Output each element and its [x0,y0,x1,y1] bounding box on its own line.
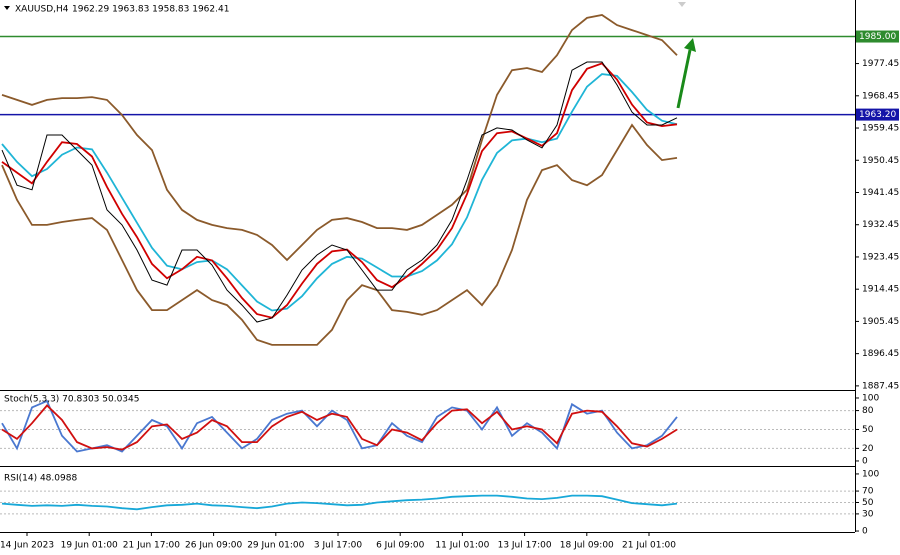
y-tick-label: 80 [862,406,874,416]
shift-marker [678,2,686,7]
x-tick-label: 3 Jul 17:00 [314,541,363,551]
level-tag-label: 1963.20 [859,110,896,120]
series-line [1,14,678,262]
y-tick-label: 1896.45 [862,349,899,359]
x-tick-label: 14 Jun 2023 [0,541,54,551]
y-tick-label: 1905.45 [862,317,899,327]
menu-triangle[interactable] [4,6,10,10]
y-tick-label: 30 [862,509,874,519]
y-tick-label: 50 [862,425,874,435]
y-tick-label: 1914.45 [862,285,899,295]
y-tick-label: 70 [862,487,874,497]
x-tick-label: 29 Jun 01:00 [247,541,304,551]
y-tick-label: 0 [862,527,868,537]
y-tick-label: 100 [862,393,879,403]
series-line [1,494,678,511]
series-line [1,73,678,312]
y-tick-label: 50 [862,498,874,508]
series-line [1,62,678,319]
y-tick-label: 1941.45 [862,188,899,198]
x-tick-label: 13 Jul 17:00 [498,541,552,551]
level-tag [856,30,899,43]
y-tick-label: 20 [862,444,874,454]
y-tick-label: 1932.45 [862,220,899,230]
x-tick-label: 18 Jul 09:00 [560,541,614,551]
y-tick-label: 1959.45 [862,124,899,134]
y-tick-label: 0 [862,456,868,466]
arrow-head [684,38,696,52]
y-tick-label: 1950.45 [862,156,899,166]
y-tick-label: 1887.45 [862,381,899,391]
x-tick-label: 11 Jul 01:00 [435,541,489,551]
x-tick-label: 19 Jun 01:00 [61,541,118,551]
series-line [1,404,678,451]
stoch-label: Stoch(5,3,3) 70.8303 50.0345 [4,395,139,405]
level-tag [856,108,899,121]
x-tick-label: 21 Jul 01:00 [622,541,676,551]
arrow-shaft [676,49,692,109]
symbol-title: XAUUSD,H4 [15,5,69,15]
ohlc-values: 1962.29 1963.83 1958.83 1962.41 [72,5,229,15]
x-tick-label: 26 Jun 09:00 [185,541,242,551]
series-line [1,61,678,323]
y-tick-label: 100 [862,469,879,479]
x-tick-label: 6 Jul 09:00 [376,541,425,551]
y-tick-label: 1968.45 [862,91,899,101]
series-line [1,123,678,346]
y-tick-label: 1977.45 [862,59,899,69]
y-tick-label: 1923.45 [862,252,899,262]
rsi-label: RSI(14) 48.0988 [4,474,77,484]
level-tag-label: 1985.00 [859,32,896,42]
x-tick-label: 21 Jun 17:00 [123,541,180,551]
